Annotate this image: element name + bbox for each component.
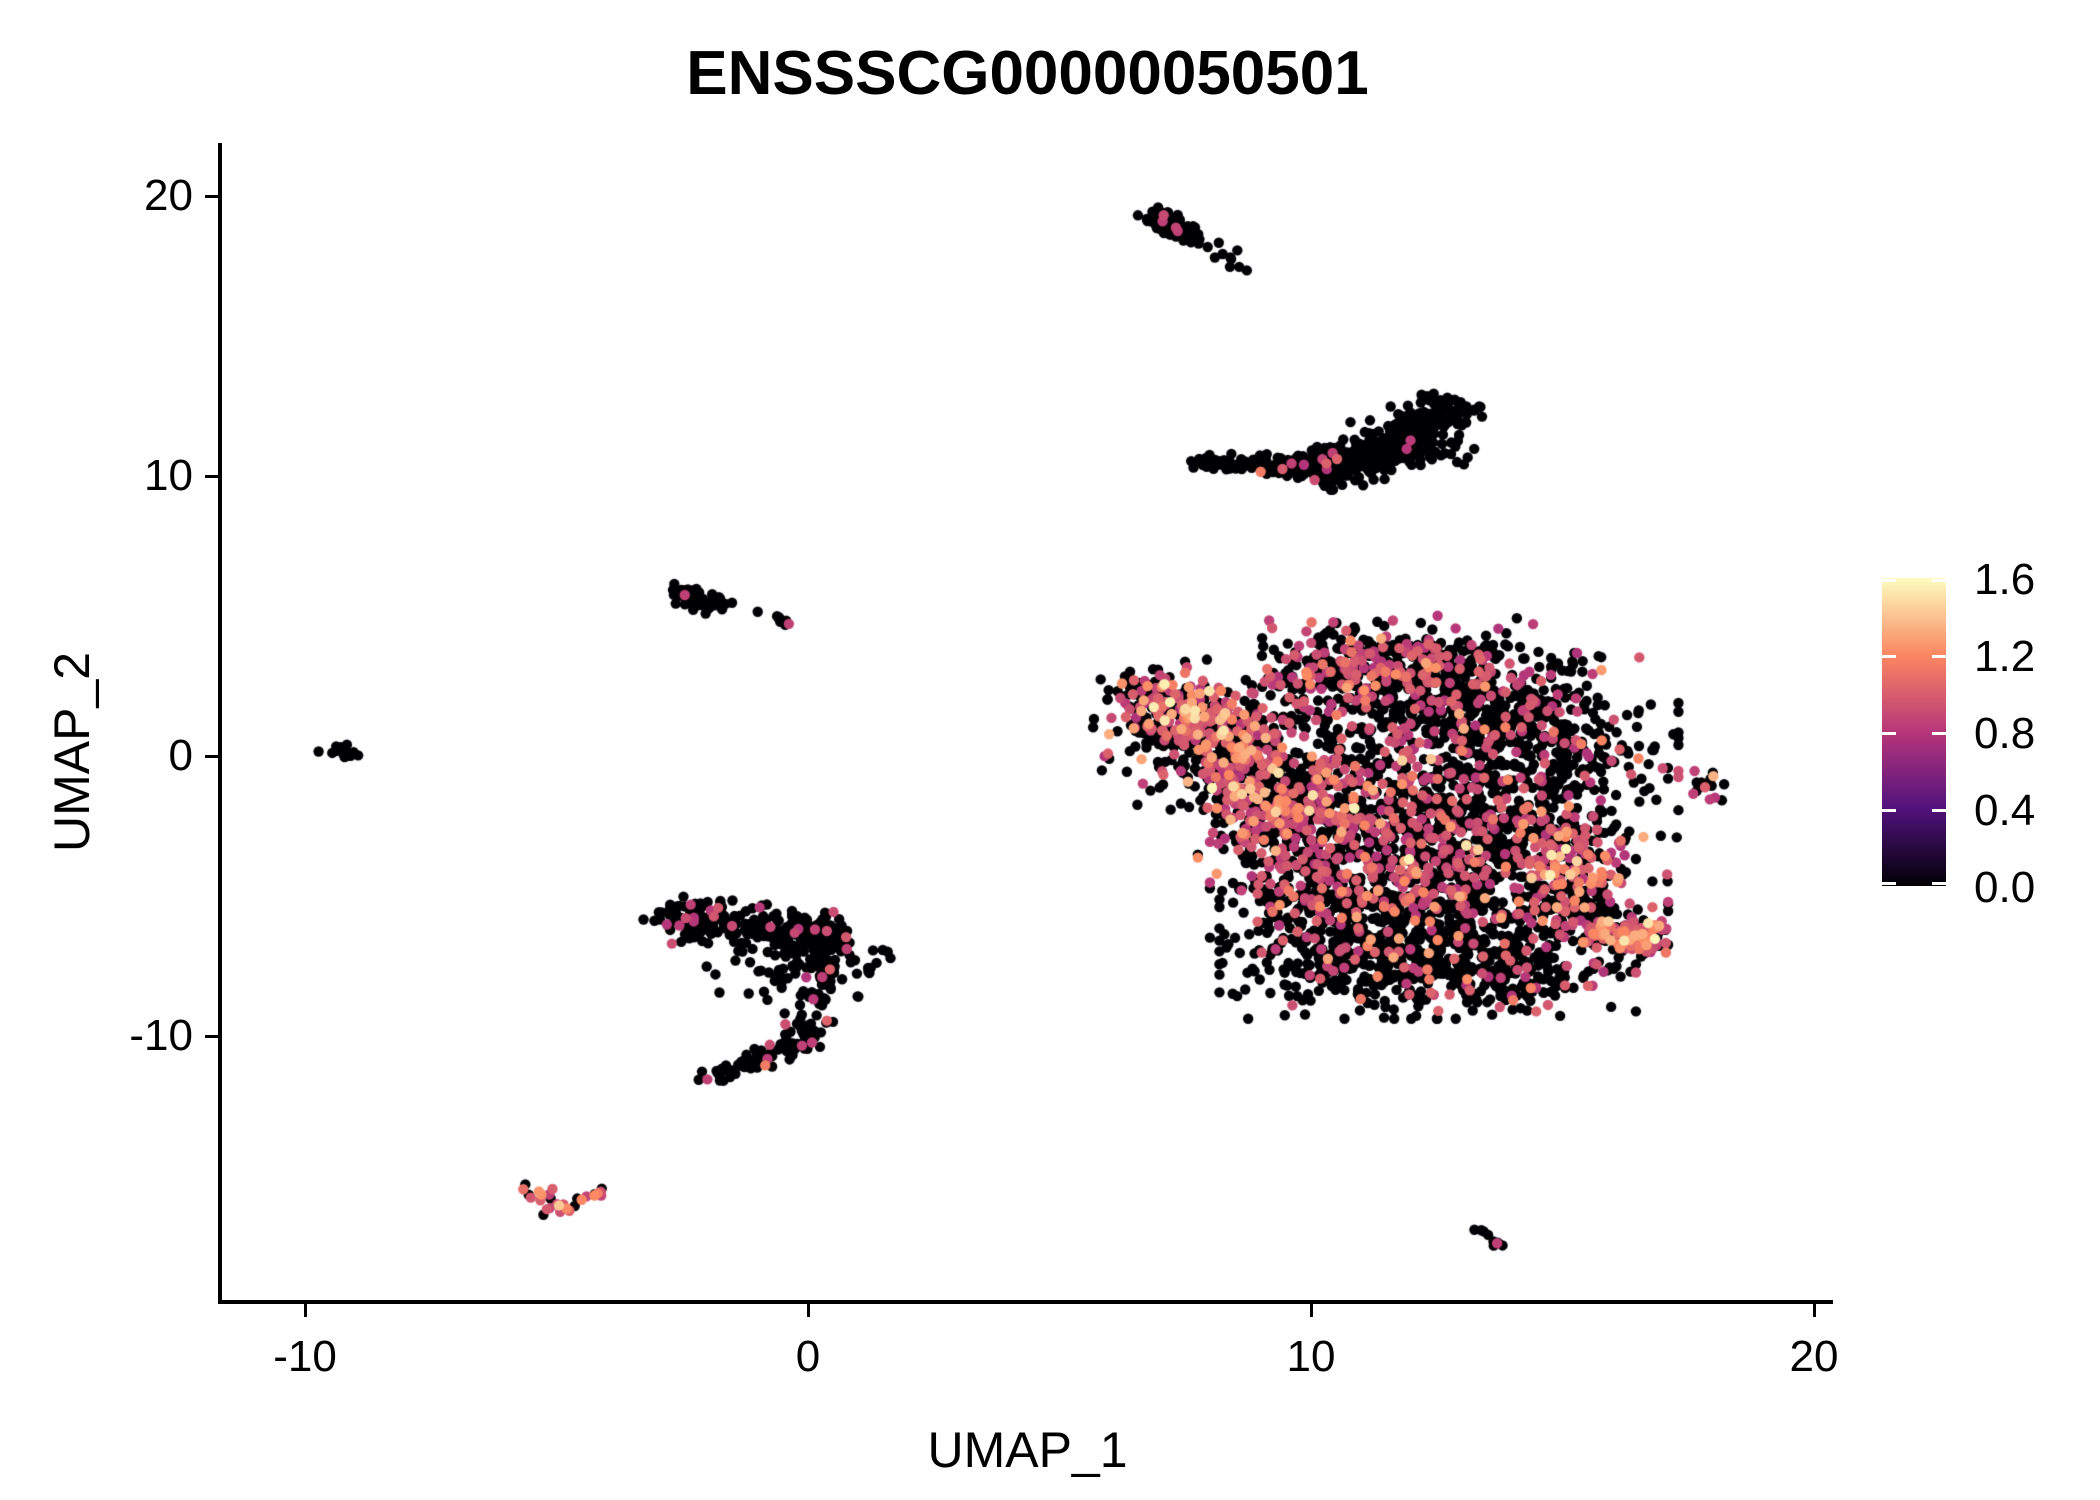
x-tick-label: -10 xyxy=(273,1332,337,1381)
colorbar-tick-label: 1.2 xyxy=(1974,632,2036,681)
colorbar-tick-mark xyxy=(1932,732,1946,735)
y-tick-label: 10 xyxy=(144,451,193,500)
colorbar-tick-mark xyxy=(1932,655,1946,658)
y-tick-label: 0 xyxy=(168,731,193,780)
colorbar-tick-mark xyxy=(1932,882,1946,885)
x-axis-title: UMAP_1 xyxy=(927,1422,1128,1478)
y-axis-title: UMAP_2 xyxy=(44,651,100,852)
y-tick-mark xyxy=(205,474,218,478)
y-tick-label: -10 xyxy=(129,1011,193,1060)
x-axis-line xyxy=(218,1300,1833,1304)
colorbar-tick-mark xyxy=(1932,809,1946,812)
colorbar-tick-mark xyxy=(1882,655,1896,658)
y-axis-line xyxy=(218,143,222,1304)
x-tick-mark xyxy=(1309,1304,1313,1317)
colorbar-tick-label: 0.8 xyxy=(1974,709,2036,758)
x-tick-label: 20 xyxy=(1789,1332,1839,1381)
y-tick-mark xyxy=(205,194,218,198)
colorbar-tick-mark xyxy=(1882,579,1896,582)
x-tick-mark xyxy=(303,1304,307,1317)
x-tick-label: 10 xyxy=(1286,1332,1336,1381)
colorbar-tick-mark xyxy=(1882,882,1896,885)
colorbar-tick-label: 0.0 xyxy=(1974,863,2036,912)
y-tick-mark xyxy=(205,1034,218,1038)
colorbar-tick-mark xyxy=(1882,732,1896,735)
colorbar-tick-mark xyxy=(1882,809,1896,812)
x-tick-mark xyxy=(1812,1304,1816,1317)
colorbar-tick-label: 0.4 xyxy=(1974,786,2036,835)
y-tick-mark xyxy=(205,754,218,758)
y-tick-label: 20 xyxy=(144,171,193,220)
x-tick-mark xyxy=(806,1304,810,1317)
colorbar-tick-label: 1.6 xyxy=(1974,555,2036,604)
colorbar-tick-mark xyxy=(1932,579,1946,582)
x-tick-label: 0 xyxy=(795,1332,821,1381)
